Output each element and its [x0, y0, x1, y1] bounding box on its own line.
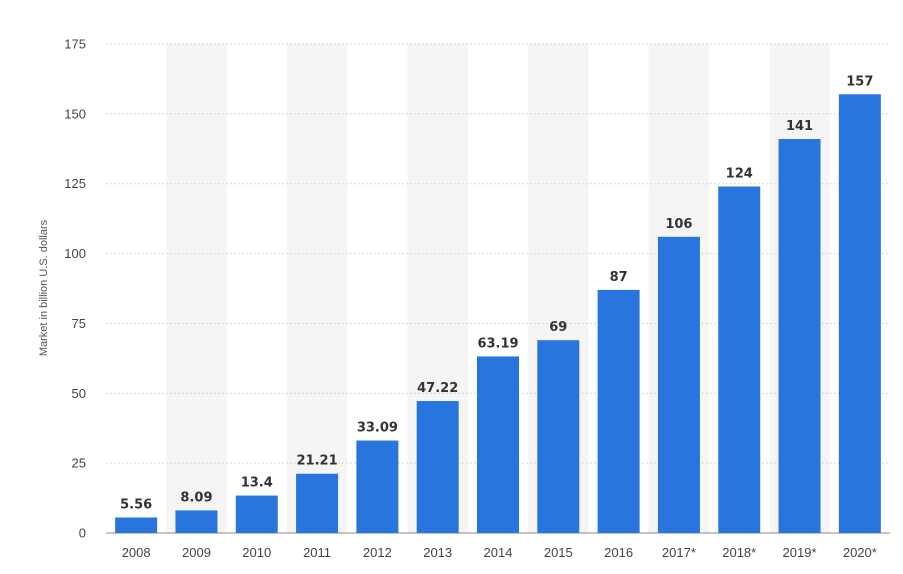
x-tick-label: 2016 [604, 545, 633, 560]
data-labels: 5.56 8.09 13.4 21.21 33.09 47.22 63.19 69 87 106 1… [120, 74, 873, 512]
y-tick-label: 0 [79, 526, 86, 541]
bar [778, 139, 821, 533]
x-tick-label: 2020* [843, 545, 877, 560]
bar [597, 289, 640, 533]
x-tick-label: 2018* [722, 545, 756, 560]
bar [657, 236, 700, 533]
x-tick-label: 2010 [242, 545, 271, 560]
data-label: 69 [549, 320, 567, 335]
bar [838, 94, 881, 533]
bars [115, 94, 881, 533]
data-label: 13.4 [241, 476, 273, 491]
x-tick-label: 2015 [544, 545, 573, 560]
y-tick-label: 75 [72, 316, 86, 331]
x-tick-label: 2017* [662, 545, 696, 560]
data-label: 47.22 [417, 381, 458, 396]
column-band [286, 44, 348, 533]
bar [537, 340, 580, 533]
x-tick-label: 2013 [423, 545, 452, 560]
data-label: 87 [610, 270, 628, 285]
x-tick-label: 2008 [122, 545, 151, 560]
y-tick-label: 50 [72, 386, 86, 401]
x-tick-label: 2009 [182, 545, 211, 560]
x-tick-label: 2014 [484, 545, 513, 560]
bar [477, 356, 519, 533]
y-axis-label: Market in billion U.S. dollars [38, 219, 50, 356]
y-tick-label: 150 [64, 106, 86, 121]
y-tick-label: 100 [64, 246, 86, 261]
data-label: 63.19 [477, 336, 518, 351]
x-axis-ticks: 2008 2009 2010 2011 2012 2013 2014 2015 2016 2017… [122, 545, 877, 560]
y-tick-label: 25 [72, 456, 86, 471]
data-label: 106 [665, 217, 692, 232]
data-label: 124 [726, 167, 753, 182]
data-label: 5.56 [120, 497, 152, 512]
data-label: 33.09 [357, 421, 398, 436]
y-tick-label: 175 [64, 37, 86, 52]
column-band [166, 44, 227, 533]
bar [356, 440, 399, 533]
y-axis-ticks: 0 25 50 75 100 125 150 175 [64, 37, 86, 541]
data-label: 21.21 [297, 454, 338, 469]
bar [235, 495, 278, 533]
bar [115, 517, 158, 533]
x-tick-label: 2019* [783, 545, 817, 560]
data-label: 157 [846, 74, 873, 89]
bar [718, 186, 761, 533]
data-label: 141 [786, 119, 813, 134]
x-tick-label: 2011 [303, 545, 331, 560]
y-tick-label: 125 [64, 176, 86, 191]
bar [175, 510, 218, 533]
bar [416, 401, 459, 533]
bar [296, 473, 339, 533]
data-label: 8.09 [180, 490, 212, 505]
x-tick-label: 2012 [363, 545, 392, 560]
